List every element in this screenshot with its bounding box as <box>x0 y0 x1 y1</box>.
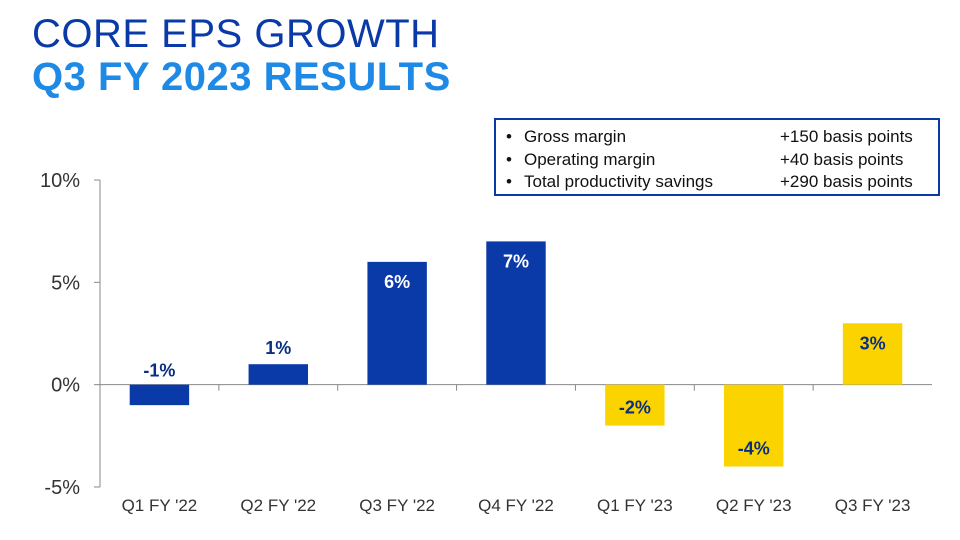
bar <box>724 384 784 467</box>
info-label: Operating margin <box>524 149 656 169</box>
page-title: CORE EPS GROWTH <box>32 12 440 56</box>
y-tick-label: 10% <box>40 170 80 192</box>
y-tick-label: -5% <box>44 477 80 499</box>
x-tick-label: Q4 FY '22 <box>478 496 554 515</box>
info-row-operating-margin: • Operating margin +40 basis points <box>496 149 938 172</box>
bar <box>842 323 903 385</box>
y-tick-label: 5% <box>51 272 80 294</box>
info-row-productivity-savings: • Total productivity savings +290 basis … <box>496 171 938 194</box>
data-label: -4% <box>738 439 770 459</box>
x-tick-label: Q1 FY '22 <box>122 496 198 515</box>
data-label: 6% <box>384 272 410 292</box>
info-value: +150 basis points <box>780 127 913 146</box>
bullet-icon: • <box>506 127 512 146</box>
margin-info-box: • Gross margin +150 basis points • Opera… <box>494 118 940 196</box>
bar <box>605 384 665 426</box>
x-tick-label: Q3 FY '22 <box>359 496 435 515</box>
info-label: Total productivity savings <box>524 172 713 191</box>
info-value: +40 basis points <box>780 149 904 169</box>
x-tick-label: Q3 FY '23 <box>835 496 911 515</box>
x-tick-label: Q2 FY '22 <box>240 496 316 515</box>
data-label: -1% <box>143 361 175 381</box>
data-label: -2% <box>619 398 651 418</box>
info-value: +290 basis points <box>780 172 913 191</box>
bar <box>367 261 427 385</box>
bullet-icon: • <box>506 172 512 191</box>
info-label: Gross margin <box>524 127 627 146</box>
data-label: 3% <box>860 333 886 353</box>
data-label: 1% <box>265 338 291 358</box>
info-row-gross-margin: • Gross margin +150 basis points <box>496 126 938 149</box>
x-tick-label: Q1 FY '23 <box>597 496 673 515</box>
bar <box>486 241 546 385</box>
data-label: 7% <box>503 251 529 271</box>
page-subtitle: Q3 FY 2023 RESULTS <box>32 55 451 99</box>
bar <box>248 364 308 385</box>
x-tick-label: Q2 FY '23 <box>716 496 792 515</box>
bar <box>129 384 190 406</box>
y-tick-label: 0% <box>51 375 80 397</box>
bullet-icon: • <box>506 149 512 169</box>
